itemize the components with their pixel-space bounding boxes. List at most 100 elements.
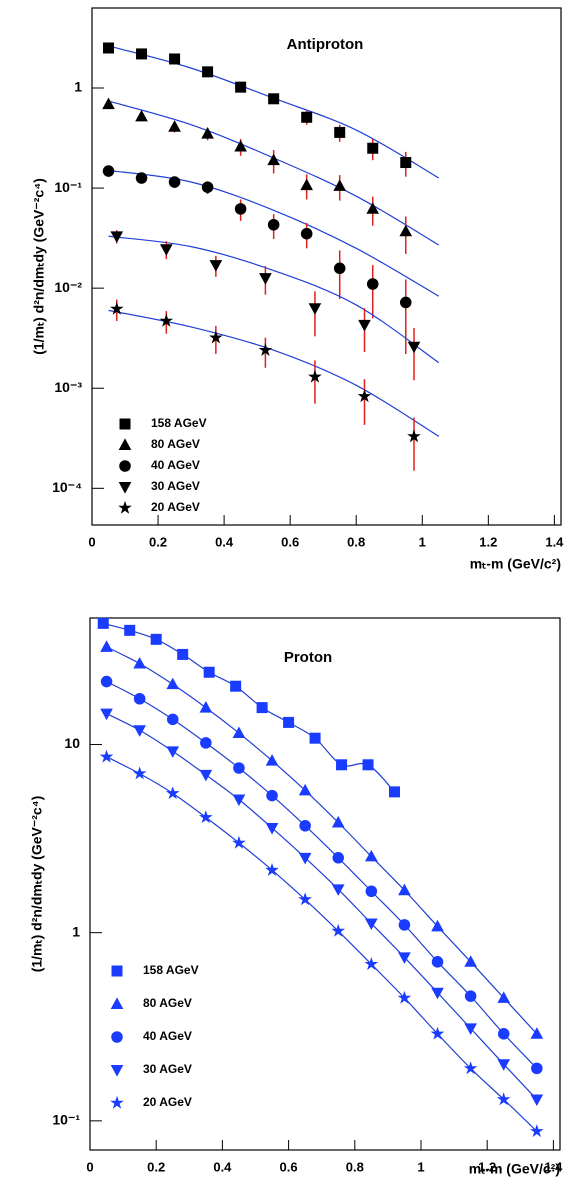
marker <box>135 109 148 122</box>
marker <box>199 810 213 824</box>
marker <box>365 885 378 898</box>
x-tick-label: 1.4 <box>545 534 564 549</box>
marker <box>298 783 312 796</box>
plot-frame <box>89 617 561 1151</box>
marker <box>168 120 181 132</box>
y-tick-label: 1 <box>72 923 80 939</box>
x-tick-label: 0.2 <box>147 1159 165 1174</box>
fit-curve <box>106 681 538 1069</box>
marker <box>203 666 215 678</box>
marker <box>232 835 246 849</box>
legend-label: 30 AGeV <box>151 479 200 493</box>
fit-curve <box>103 622 395 793</box>
legend-marker <box>118 438 132 450</box>
marker <box>166 713 179 726</box>
marker <box>201 127 214 139</box>
marker <box>431 919 444 932</box>
marker <box>256 702 268 714</box>
marker <box>265 863 279 876</box>
marker <box>331 923 345 937</box>
marker <box>399 224 413 237</box>
marker <box>407 429 421 443</box>
marker <box>496 1092 511 1106</box>
marker <box>398 919 411 931</box>
marker <box>135 172 148 184</box>
marker <box>136 48 148 60</box>
x-tick-label: 0.6 <box>280 1159 298 1174</box>
marker <box>234 139 247 152</box>
marker <box>168 176 181 188</box>
legend-label: 20 AGeV <box>143 1095 192 1109</box>
x-tick-label: 0.8 <box>346 1159 364 1174</box>
marker <box>200 737 212 749</box>
marker <box>399 296 412 309</box>
x-tick-label: 0.4 <box>213 1159 232 1174</box>
chart-title: Proton <box>284 649 332 666</box>
x-tick-label: 1 <box>419 534 426 549</box>
marker <box>102 97 115 110</box>
marker <box>530 1124 544 1138</box>
marker <box>267 153 280 166</box>
marker <box>331 884 345 896</box>
marker <box>169 53 181 65</box>
x-tick-label: 0.4 <box>215 534 234 549</box>
marker <box>497 1059 511 1071</box>
marker <box>308 369 322 383</box>
x-tick-label: 1.2 <box>478 1159 496 1174</box>
marker <box>283 716 295 728</box>
marker <box>124 624 136 636</box>
marker <box>367 142 379 154</box>
plot-frame <box>91 7 562 526</box>
marker <box>334 126 346 138</box>
legend-marker <box>111 1031 123 1043</box>
marker <box>265 754 279 766</box>
marker <box>362 759 374 771</box>
marker <box>209 330 223 344</box>
marker <box>177 648 189 660</box>
marker <box>301 111 313 123</box>
y-axis-label: (1/mₜ) d²n/dmₜdy (GeV⁻²c⁴) <box>31 178 47 355</box>
marker <box>209 260 223 272</box>
legend-label: 40 AGeV <box>143 1029 192 1043</box>
marker <box>358 319 371 332</box>
x-axis-label: mₜ-m (GeV/c²) <box>469 1161 560 1177</box>
marker <box>110 231 124 243</box>
marker <box>100 675 113 688</box>
marker <box>233 762 245 774</box>
marker <box>202 66 214 78</box>
marker <box>300 178 314 191</box>
x-tick-label: 1 <box>417 1159 424 1174</box>
marker <box>431 987 444 1000</box>
legend-marker <box>110 997 124 1009</box>
marker <box>166 746 180 758</box>
marker <box>357 389 372 403</box>
fit-curve <box>108 169 440 297</box>
y-tick-label: 1 <box>74 79 82 95</box>
y-axis-label: (1/mₜ) d²n/dmₜdy (GeV⁻²c⁴) <box>29 796 45 973</box>
marker <box>497 991 511 1003</box>
marker <box>234 203 247 215</box>
marker <box>199 701 213 713</box>
marker <box>133 692 146 705</box>
legend-label: 30 AGeV <box>143 1062 192 1076</box>
marker <box>265 823 279 835</box>
x-tick-label: 1.4 <box>544 1159 563 1174</box>
marker <box>331 815 345 828</box>
marker <box>232 726 246 739</box>
marker <box>463 1061 478 1075</box>
marker <box>99 749 114 763</box>
marker <box>267 218 280 231</box>
marker <box>398 883 411 896</box>
x-tick-label: 1.2 <box>479 534 497 549</box>
marker <box>333 179 347 191</box>
marker <box>201 181 214 193</box>
y-tick-label: 10 <box>64 735 80 751</box>
marker <box>165 786 180 800</box>
marker <box>97 617 109 629</box>
marker <box>531 1062 543 1075</box>
y-tick-label: 10⁻⁴ <box>52 479 82 495</box>
legend-marker <box>111 965 123 977</box>
marker <box>232 794 246 807</box>
marker <box>430 1026 445 1040</box>
legend-label: 40 AGeV <box>151 458 200 472</box>
